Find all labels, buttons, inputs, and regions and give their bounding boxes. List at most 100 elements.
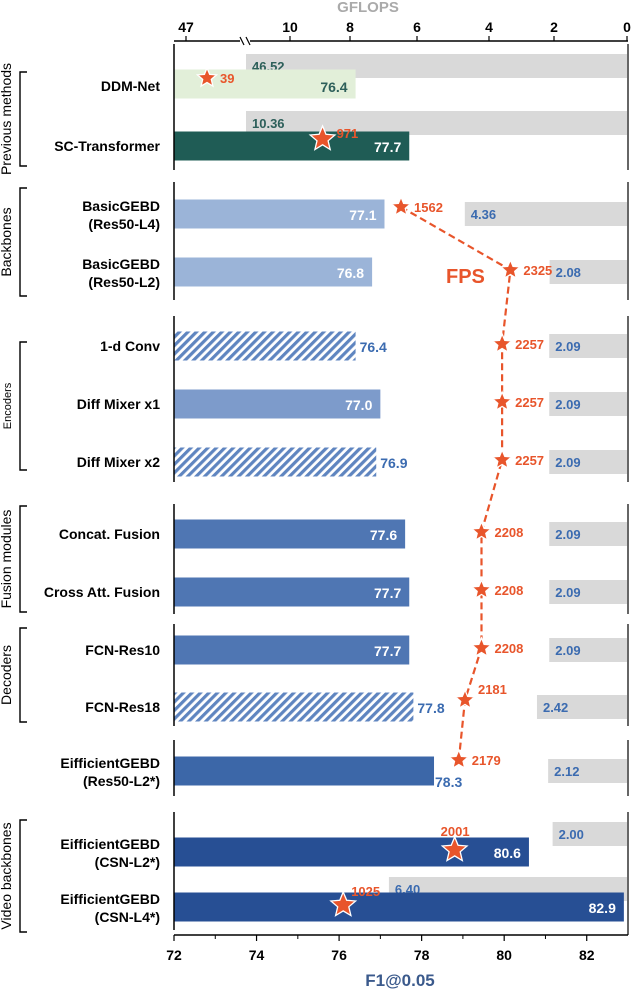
row-label: 1-d Conv bbox=[100, 338, 160, 354]
fps-value-label: 2181 bbox=[478, 682, 507, 697]
fps-star-marker bbox=[470, 578, 493, 600]
fps-star-marker bbox=[490, 448, 514, 470]
gflops-bar bbox=[464, 202, 627, 226]
axis-break bbox=[245, 36, 251, 46]
row-label: EifficientGEBD (CSN-L2*) bbox=[60, 836, 160, 870]
gflops-axis-title: GFLOPS bbox=[337, 0, 399, 16]
f1-bar bbox=[174, 199, 385, 229]
fps-value-label: 2257 bbox=[515, 395, 544, 410]
row-label: SC-Transformer bbox=[54, 138, 160, 154]
x-axis-title: F1@0.05 bbox=[365, 971, 435, 990]
axes: 72 74 76 78 80 82 F1@0.05 47 10 8 6 4 2 0 GFLOPS Previo… bbox=[0, 0, 631, 990]
f1-bar bbox=[174, 519, 406, 549]
row-label: Diff Mixer x1 bbox=[77, 396, 160, 412]
row-label: DDM-Net bbox=[101, 78, 160, 94]
f1-bar bbox=[174, 131, 410, 161]
fps-value-label: 971 bbox=[337, 126, 359, 141]
f1-bar bbox=[174, 892, 624, 922]
row-label: FCN-Res10 bbox=[85, 642, 160, 658]
group-bracket bbox=[19, 627, 27, 723]
row-label: Diff Mixer x2 bbox=[77, 454, 160, 470]
gflops-tick-label: 10 bbox=[282, 19, 298, 35]
fps-star-marker bbox=[490, 332, 514, 354]
gflops-label: 10.36 bbox=[252, 116, 285, 131]
x-tick-label: 80 bbox=[496, 947, 512, 963]
fps-star-marker bbox=[308, 124, 337, 151]
group-label: Backbones bbox=[0, 207, 14, 276]
gflops-label: 2.09 bbox=[555, 585, 580, 600]
row-label: FCN-Res18 bbox=[85, 699, 160, 715]
fps-series-label: FPS bbox=[446, 266, 485, 288]
x-tick-label: 76 bbox=[331, 947, 347, 963]
axis-break bbox=[239, 36, 245, 46]
gflops-bar bbox=[549, 392, 627, 416]
fps-star-marker bbox=[447, 748, 470, 770]
gflops-bar bbox=[549, 450, 627, 474]
f1-bar bbox=[174, 389, 381, 419]
row-label: BasicGEBD (Res50-L4) bbox=[82, 198, 160, 232]
gflops-bar bbox=[549, 260, 627, 284]
fps-star-marker bbox=[470, 636, 493, 658]
gflops-label: 2.00 bbox=[559, 827, 584, 842]
fps-value-label: 2208 bbox=[494, 641, 523, 656]
group-label: Decoders bbox=[0, 645, 14, 705]
gflops-label: 2.09 bbox=[555, 455, 580, 470]
x-tick-label: 78 bbox=[414, 947, 430, 963]
gflops-bar bbox=[552, 822, 627, 846]
fps-value-label: 2257 bbox=[515, 337, 544, 352]
gflops-bar bbox=[549, 580, 627, 604]
fps-star-marker bbox=[389, 195, 413, 217]
f1-value-label: 77.7 bbox=[374, 585, 401, 601]
f1-bar bbox=[174, 447, 377, 477]
row-label: EifficientGEBD (CSN-L4*) bbox=[60, 891, 160, 925]
row-label: EifficientGEBD (Res50-L2*) bbox=[60, 755, 160, 789]
gflops-bar bbox=[549, 522, 627, 546]
fps-star-marker bbox=[453, 688, 477, 710]
group-label: Fusion modules bbox=[0, 510, 14, 609]
f1-bar bbox=[174, 331, 356, 361]
fps-star-marker bbox=[499, 258, 522, 280]
f1-bar bbox=[174, 692, 414, 722]
gflops-bar bbox=[549, 638, 627, 662]
row-label: Cross Att. Fusion bbox=[44, 584, 160, 600]
f1-value-label: 76.4 bbox=[320, 79, 347, 95]
fps-star-marker bbox=[195, 66, 219, 88]
group-bracket bbox=[19, 341, 27, 471]
gflops-label: 4.36 bbox=[471, 207, 496, 222]
gflops-bar bbox=[548, 759, 627, 783]
gflops-tick-label: 2 bbox=[550, 19, 558, 35]
group-bracket bbox=[19, 819, 27, 933]
gflops-bars: 46.5210.364.362.082.092.092.092.092.092.… bbox=[246, 54, 627, 901]
row-label: Concat. Fusion bbox=[59, 526, 160, 542]
fps-value-label: 2001 bbox=[441, 824, 470, 839]
gflops-label: 2.09 bbox=[555, 397, 580, 412]
f1-bar bbox=[174, 837, 529, 867]
f1-value-label: 76.8 bbox=[337, 265, 364, 281]
group-bracket bbox=[19, 71, 27, 167]
gflops-tick-label: 0 bbox=[623, 19, 631, 35]
fps-value-label: 2257 bbox=[515, 453, 544, 468]
gflops-tick-label: 8 bbox=[346, 19, 354, 35]
x-tick-label: 74 bbox=[249, 947, 265, 963]
gflops-tick-label: 47 bbox=[178, 19, 194, 35]
f1-value-label: 77.8 bbox=[417, 700, 444, 716]
gflops-label: 2.09 bbox=[555, 527, 580, 542]
fps-value-label: 1562 bbox=[414, 200, 443, 215]
gflops-bar bbox=[549, 334, 627, 358]
group-bracket bbox=[19, 187, 27, 297]
gflops-tick-label: 6 bbox=[413, 19, 421, 35]
fps-value-label: 2179 bbox=[472, 753, 501, 768]
f1-value-label: 76.4 bbox=[360, 339, 387, 355]
f1-value-label: 82.9 bbox=[589, 900, 616, 916]
f1-bar bbox=[174, 257, 373, 287]
gflops-label: 2.09 bbox=[555, 643, 580, 658]
gflops-bar bbox=[536, 695, 627, 719]
fps-series: 39 971 1562 2325 2257 2257 2257 2208 2208 2208 218… bbox=[195, 66, 552, 917]
f1-value-label: 77.0 bbox=[345, 397, 372, 413]
f1-bar bbox=[174, 635, 410, 665]
fps-value-label: 2208 bbox=[494, 525, 523, 540]
f1-bar bbox=[174, 756, 435, 786]
gflops-label: 2.09 bbox=[555, 339, 580, 354]
row-label: BasicGEBD (Res50-L2) bbox=[82, 256, 160, 290]
x-tick-label: 72 bbox=[166, 947, 182, 963]
